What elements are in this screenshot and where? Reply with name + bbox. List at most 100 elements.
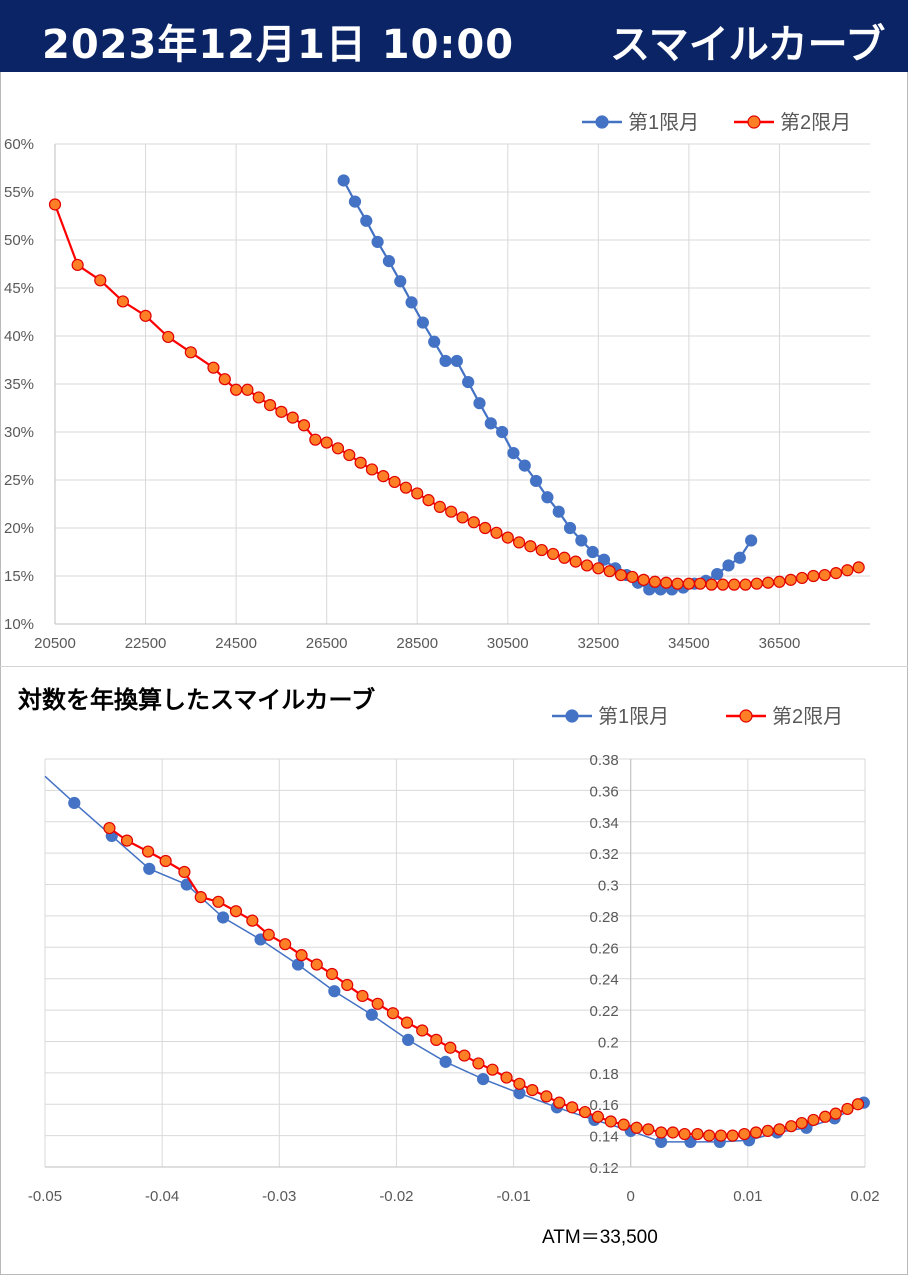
data-point-1: [507, 447, 520, 460]
x-tick-label: 32500: [577, 635, 619, 652]
data-point-2: [116, 295, 130, 308]
data-point-2: [212, 895, 225, 908]
data-point-2: [310, 958, 323, 971]
data-point-1: [328, 985, 341, 998]
legend-label-2: 第2限月: [780, 111, 851, 134]
data-point-2: [513, 1077, 526, 1090]
data-point-2: [660, 576, 673, 589]
data-point-2: [252, 391, 265, 404]
x-tick-label: 26500: [306, 635, 348, 652]
data-point-1: [462, 375, 475, 389]
y-tick-label: 40%: [4, 328, 34, 345]
header-title: スマイルカーブ: [610, 22, 886, 68]
data-point-2: [377, 470, 390, 483]
data-point-2: [430, 1033, 443, 1046]
data-point-2: [526, 1084, 539, 1097]
data-point-2: [343, 448, 356, 462]
data-point-2: [569, 555, 582, 568]
data-point-1: [371, 235, 384, 249]
data-point-2: [540, 1090, 553, 1103]
data-point-1: [365, 1008, 378, 1021]
data-point-2: [444, 1041, 457, 1054]
data-point-2: [750, 577, 763, 590]
y-tick-label: 10%: [4, 616, 34, 633]
data-point-2: [490, 526, 503, 539]
data-point-2: [141, 845, 155, 858]
x-tick-label: 20500: [34, 635, 76, 652]
data-point-2: [841, 1102, 854, 1116]
data-point-2: [194, 890, 207, 904]
x-tick-label: 0.01: [733, 1188, 762, 1205]
data-point-2: [807, 569, 820, 583]
data-point-2: [678, 1127, 691, 1141]
y-tick-label: 55%: [4, 184, 34, 201]
data-point-2: [354, 456, 367, 469]
y-tick-label: 25%: [4, 472, 34, 489]
x-tick-label: -0.05: [28, 1188, 62, 1205]
x-tick-label: 0.02: [850, 1188, 879, 1205]
x-tick-label: 36500: [759, 635, 801, 652]
data-point-2: [626, 570, 639, 584]
data-point-2: [139, 309, 152, 322]
y-tick-label: 35%: [4, 376, 34, 393]
data-point-2: [637, 573, 650, 586]
data-point-2: [230, 383, 243, 396]
data-point-2: [286, 411, 299, 424]
data-point-2: [630, 1121, 643, 1134]
gridlines: [44, 758, 866, 1168]
data-point-1: [473, 397, 486, 410]
y-tick-label: 0.12: [590, 1160, 619, 1177]
data-point-2: [785, 1120, 798, 1133]
data-point-2: [399, 481, 413, 494]
data-point-2: [416, 1024, 429, 1037]
data-point-2: [795, 571, 809, 585]
data-point-2: [411, 487, 424, 500]
y-tick-label: 0.16: [590, 1097, 619, 1114]
legend-marker-1: [595, 115, 609, 129]
data-point-2: [524, 540, 537, 553]
data-point-2: [773, 575, 786, 588]
header-date: 2023年12月1日 10:00: [42, 22, 515, 68]
legend-label-2: 第2限月: [772, 705, 843, 728]
data-point-2: [500, 1071, 513, 1084]
data-point-2: [546, 547, 560, 561]
data-point-1: [552, 505, 565, 518]
data-point-1: [348, 195, 362, 208]
data-point-1: [68, 796, 81, 810]
data-point-2: [566, 1101, 579, 1114]
y-tick-label: 20%: [4, 520, 34, 537]
y-tick-label: 0.28: [590, 909, 619, 926]
data-point-2: [851, 1098, 865, 1111]
legend-label-1: 第1限月: [628, 111, 699, 134]
data-point-2: [325, 967, 339, 981]
y-tick-label: 0.36: [590, 783, 619, 800]
data-point-2: [714, 1129, 728, 1142]
data-point-1: [541, 491, 554, 504]
data-point-2: [558, 551, 571, 564]
y-tick-label: 0.32: [590, 846, 619, 863]
data-point-2: [178, 865, 191, 879]
series-line-1: [44, 775, 865, 1143]
x-tick-label: 28500: [396, 635, 438, 652]
data-point-2: [262, 928, 275, 941]
data-point-2: [309, 433, 322, 446]
data-point-1: [428, 335, 441, 348]
data-point-1: [563, 521, 577, 535]
data-point-2: [295, 949, 308, 962]
y-tick-label: 50%: [4, 232, 34, 249]
data-point-2: [580, 559, 594, 572]
data-point-2: [275, 405, 288, 418]
legend-label-1: 第1限月: [598, 705, 669, 728]
data-point-2: [784, 573, 797, 586]
data-point-1: [216, 911, 230, 924]
y-tick-label: 0.22: [590, 1003, 619, 1020]
x-tick-label: 30500: [487, 635, 529, 652]
data-point-2: [749, 1126, 763, 1139]
y-tick-label: 0.26: [590, 940, 619, 957]
data-point-2: [716, 578, 729, 591]
data-point-2: [371, 997, 384, 1010]
data-point-2: [761, 1124, 774, 1138]
chart-divider: [0, 666, 908, 667]
data-point-1: [597, 553, 611, 566]
data-point-2: [456, 511, 469, 524]
